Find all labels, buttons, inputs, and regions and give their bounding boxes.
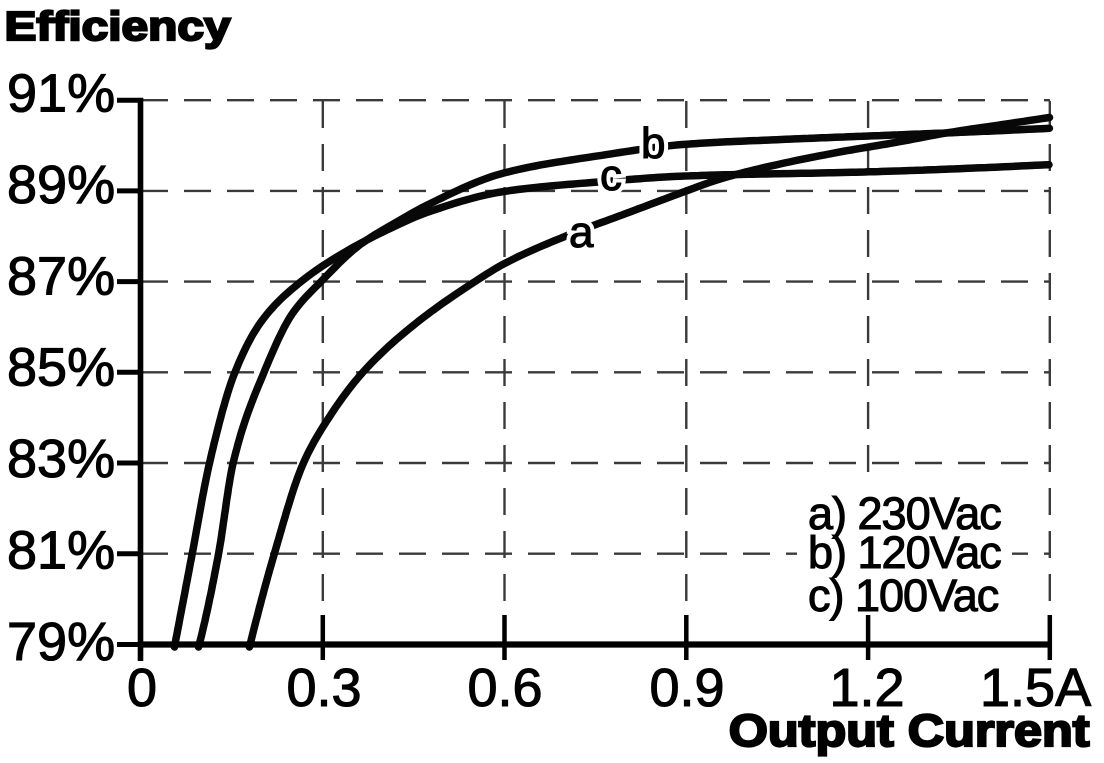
svg-text:c) 100Vac: c) 100Vac [808,570,999,621]
svg-text:Output Current: Output Current [729,706,1090,756]
svg-text:0.9: 0.9 [649,658,724,718]
svg-text:1.2: 1.2 [829,658,904,718]
svg-text:c: c [600,151,622,200]
svg-text:91%: 91% [7,63,115,123]
svg-text:1.5A: 1.5A [980,658,1091,718]
svg-text:0.3: 0.3 [286,658,361,718]
svg-text:c: c [600,151,622,200]
svg-text:83%: 83% [7,429,115,489]
svg-text:87%: 87% [7,246,115,306]
svg-text:0: 0 [127,658,157,718]
svg-text:Efficiency: Efficiency [5,4,231,49]
svg-text:b) 120Vac: b) 120Vac [808,527,1001,578]
svg-text:0.6: 0.6 [467,658,542,718]
svg-text:81%: 81% [7,521,115,581]
svg-text:79%: 79% [7,612,115,672]
svg-text:a: a [569,208,594,257]
svg-text:a: a [569,208,594,257]
svg-text:89%: 89% [7,155,115,215]
svg-text:b: b [641,119,665,168]
svg-text:b: b [641,119,665,168]
svg-text:a) 230Vac: a) 230Vac [808,488,1001,539]
svg-text:85%: 85% [7,338,115,398]
